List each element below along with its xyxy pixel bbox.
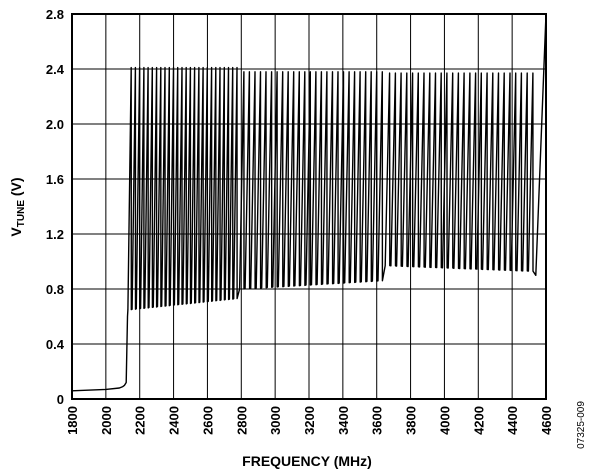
x-tick-label: 4400 [505, 406, 520, 435]
x-tick-label: 2200 [133, 406, 148, 435]
figure-id: 07325-009 [576, 401, 587, 449]
y-tick-label: 2.0 [46, 117, 64, 132]
x-axis-title: FREQUENCY (MHz) [242, 453, 372, 469]
x-tick-label: 2800 [234, 406, 249, 435]
y-tick-label: 2.8 [46, 7, 64, 22]
x-tick-label: 4600 [539, 406, 554, 435]
y-axis-title-sub: TUNE [16, 200, 27, 228]
y-tick-label: 1.6 [46, 172, 64, 187]
y-tick-labels: 0 0.4 0.8 1.2 1.6 2.0 2.4 2.8 [46, 7, 65, 407]
x-tick-label: 2000 [99, 406, 114, 435]
x-tick-label: 3800 [404, 406, 419, 435]
x-tick-label: 2600 [200, 406, 215, 435]
series-vtune [71, 13, 547, 392]
plot-frame [71, 13, 547, 400]
x-tick-label: 1800 [65, 406, 80, 435]
y-tick-label: 2.4 [46, 62, 65, 77]
grid [71, 13, 547, 400]
y-axis-title-unit: (V) [8, 177, 24, 200]
y-tick-label: 0.8 [46, 282, 64, 297]
y-axis-title: VTUNE (V) [8, 177, 27, 236]
x-tick-labels: 1800 2000 2200 2400 2600 2800 3000 3200 3400 3600… [65, 406, 554, 435]
y-tick-label: 0.4 [46, 337, 65, 352]
y-tick-label: 1.2 [46, 227, 64, 242]
x-tick-label: 4000 [437, 406, 452, 435]
x-tick-label: 3000 [268, 406, 283, 435]
x-tick-label: 2400 [167, 406, 182, 435]
x-tick-label: 4200 [471, 406, 486, 435]
x-tick-label: 3400 [336, 406, 351, 435]
vtune-line [71, 13, 547, 392]
x-tick-label: 3600 [370, 406, 385, 435]
x-tick-label: 3200 [302, 406, 317, 435]
y-axis-title-main: V [8, 227, 24, 237]
y-tick-label: 0 [57, 392, 64, 407]
